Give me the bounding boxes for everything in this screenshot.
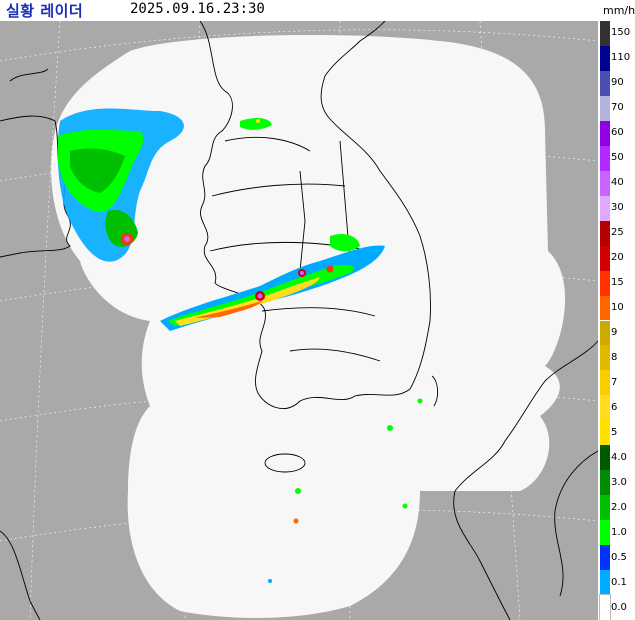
observation-timestamp: 2025.09.16.23:30	[130, 1, 265, 17]
legend-swatch	[600, 295, 610, 321]
japan-coastline	[453, 340, 598, 620]
legend-label: 5	[611, 426, 618, 438]
legend-swatch	[600, 220, 610, 246]
legend-label: 150	[611, 27, 631, 39]
korean-peninsula-coast	[199, 21, 431, 409]
legend-label: 6	[611, 401, 618, 413]
land-boundaries	[0, 21, 598, 620]
legend-label: 4.0	[611, 451, 627, 463]
legend-label: 0.1	[611, 576, 627, 588]
legend-label: 2.0	[611, 501, 627, 513]
legend-swatch	[600, 95, 610, 121]
legend-swatch	[600, 70, 610, 96]
legend-swatch	[600, 420, 610, 446]
central-rain-band	[160, 117, 385, 331]
legend-label: 60	[611, 127, 624, 139]
legend-label: 40	[611, 177, 624, 189]
legend-label: 1.0	[611, 526, 627, 538]
legend-label: 7	[611, 376, 618, 388]
legend-swatch	[600, 520, 610, 546]
jeju-island	[264, 453, 306, 473]
legend-swatch	[600, 45, 610, 71]
legend-swatch	[600, 345, 610, 371]
legend-swatch	[600, 145, 610, 171]
header-bar: 실황 레이더 2025.09.16.23:30 mm/h	[0, 0, 635, 22]
legend-label: 15	[611, 277, 624, 289]
northwest-rain-area	[57, 108, 184, 262]
legend-swatch	[599, 594, 611, 620]
legend-label: 10	[611, 302, 624, 314]
legend-swatch	[600, 245, 610, 271]
legend-swatch	[600, 470, 610, 496]
legend-label: 70	[611, 102, 624, 114]
legend-label: 0.0	[611, 601, 627, 613]
legend-label: 90	[611, 77, 624, 89]
legend-swatch	[600, 545, 610, 571]
legend-label: 9	[611, 326, 618, 338]
legend-label: 20	[611, 252, 624, 264]
legend-label: 0.5	[611, 551, 627, 563]
legend-swatch	[600, 445, 610, 471]
radar-coverage	[51, 35, 566, 618]
scattered-rain-cells	[268, 398, 423, 583]
legend-swatch	[600, 270, 610, 296]
legend-swatch	[600, 120, 610, 146]
page-title: 실황 레이더	[6, 2, 84, 20]
legend-unit: mm/h	[603, 4, 635, 17]
legend-swatch	[600, 195, 610, 221]
legend-swatch	[600, 320, 610, 346]
legend-swatch	[600, 570, 610, 596]
legend-label: 25	[611, 227, 624, 239]
precipitation-legend: 150 110 90 70 60 50 40 30 25 20 15 10 9 8 7 6 5 4.0 3.0 2.0…	[598, 21, 635, 620]
legend-swatch	[600, 395, 610, 421]
legend-swatch	[600, 495, 610, 521]
legend-swatch	[600, 21, 610, 46]
legend-label: 110	[611, 52, 631, 64]
legend-swatch	[600, 370, 610, 396]
radar-map[interactable]	[0, 21, 598, 620]
legend-swatch	[600, 170, 610, 196]
legend-label: 50	[611, 152, 624, 164]
legend-label: 8	[611, 351, 618, 363]
legend-label: 30	[611, 202, 624, 214]
legend-label: 3.0	[611, 476, 627, 488]
